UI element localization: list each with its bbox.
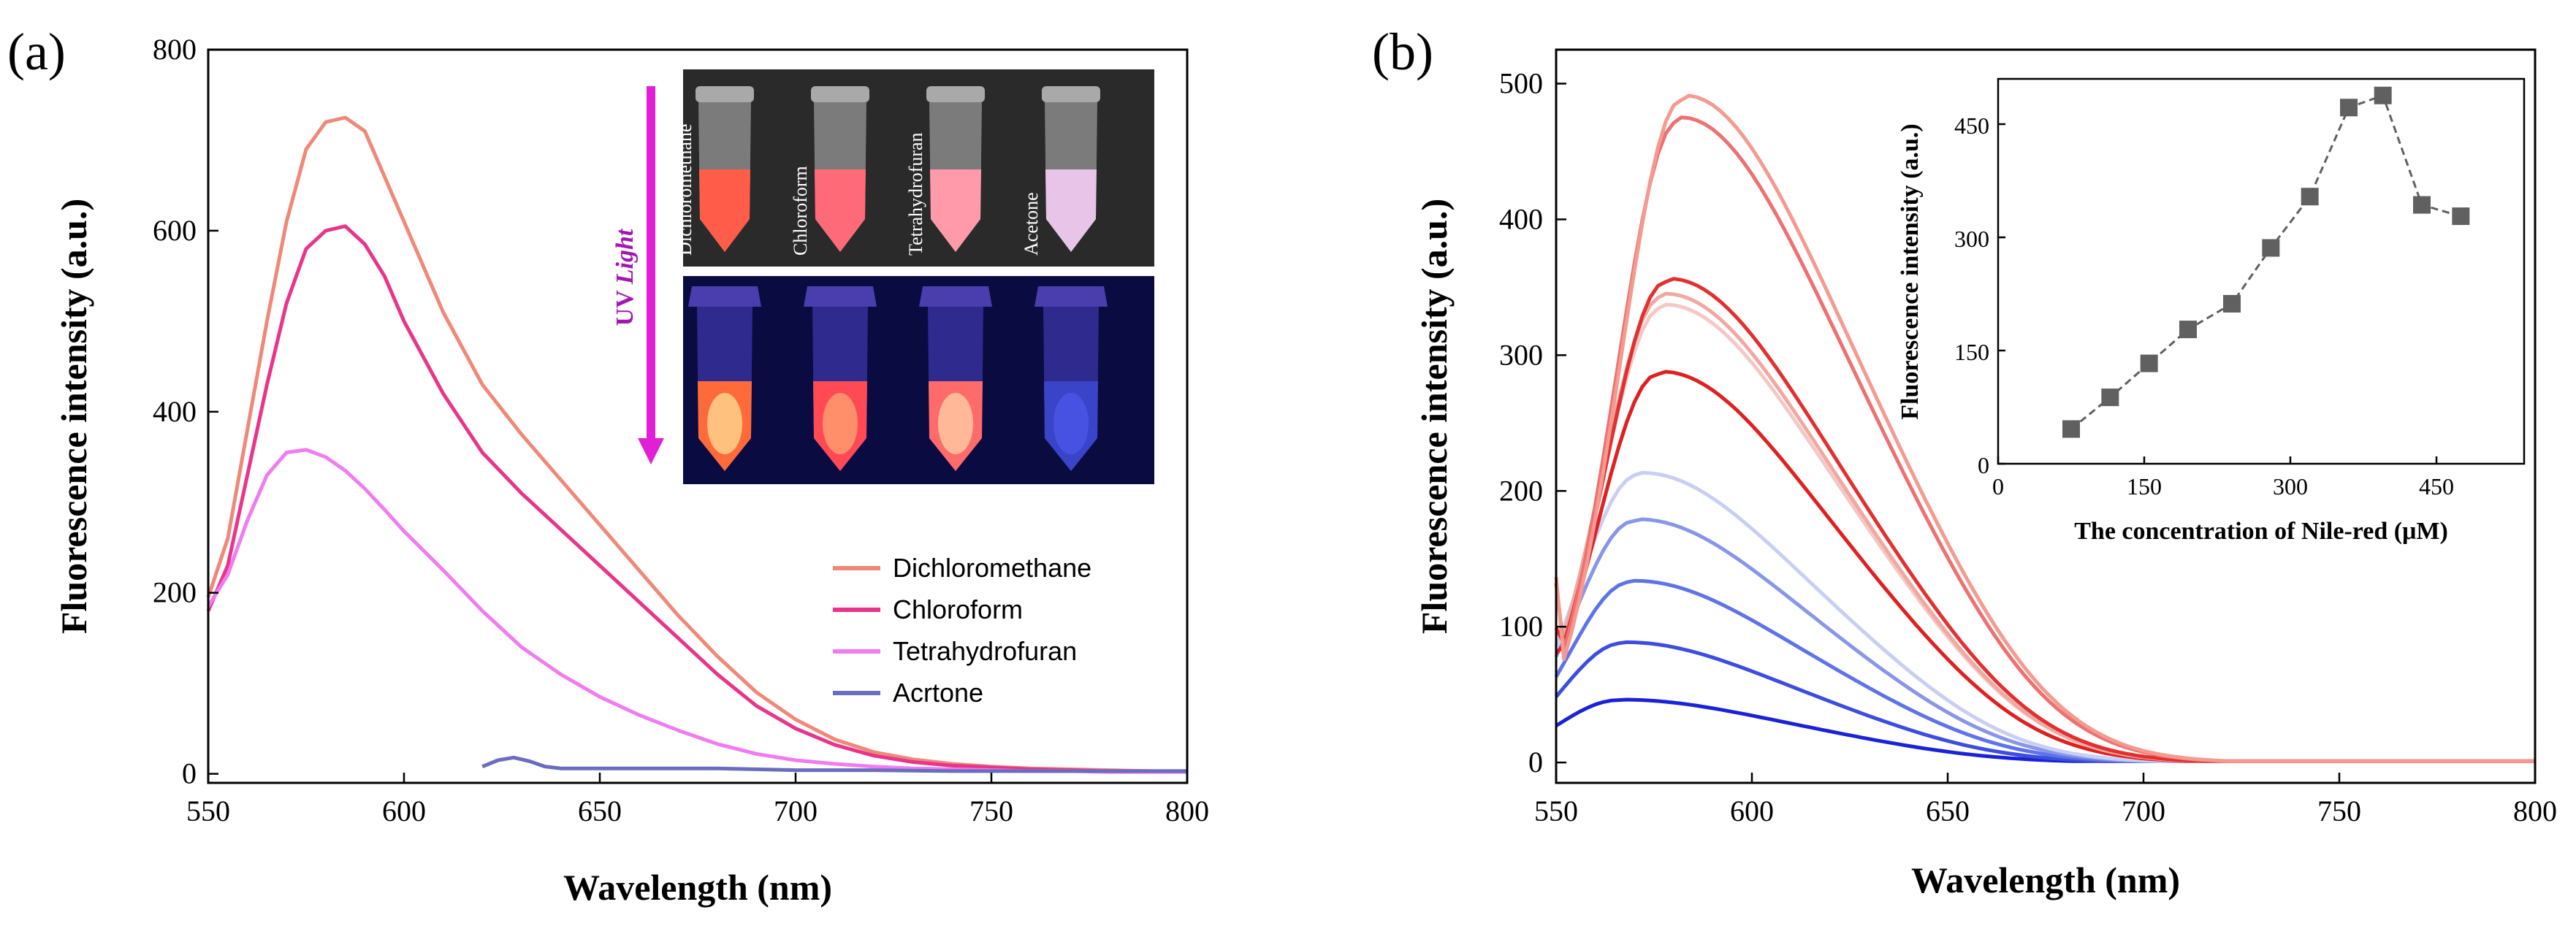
panel-b-ytick-label: 500 xyxy=(1499,66,1543,99)
vial-cap-day xyxy=(696,86,754,102)
series-line-475-μM xyxy=(1554,93,2535,763)
vial-label: Chloroform xyxy=(790,166,811,256)
inset-data-point xyxy=(2374,86,2392,104)
vials-photo: Dichloromethane Chloroform Tetrahydrofuran… xyxy=(674,69,1154,484)
inset-xtick-label: 150 xyxy=(2127,473,2162,500)
vial-cap-day xyxy=(811,86,869,102)
panel-b-xtick-label: 750 xyxy=(2317,795,2361,827)
vial-cap-day xyxy=(1042,86,1100,102)
vial-cap-uv xyxy=(1034,286,1108,307)
panel-a-xtick-label: 800 xyxy=(1165,795,1209,827)
panel-b-chart: 550 600 650 700 750 800 0 100 200 300 400 500 Wavel… xyxy=(1414,48,2557,900)
panel-b-ylabel: Fluorescence intensity (a.u.) xyxy=(1414,199,1455,634)
panel-a-label: (a) xyxy=(7,23,66,81)
uv-arrow-label: UV Light xyxy=(611,228,639,326)
legend-label-dichloromethane: Dichloromethane xyxy=(893,553,1091,583)
panel-a-ytick-label: 200 xyxy=(153,576,197,609)
inset-data-point xyxy=(2223,294,2241,313)
panel-a-xtick-label: 550 xyxy=(186,795,230,827)
panel-b-ytick-label: 200 xyxy=(1499,474,1543,507)
legend-label-tetrahydrofuran: Tetrahydrofuran xyxy=(893,636,1077,666)
inset-xtick-label: 300 xyxy=(2273,473,2308,500)
panel-a-ytick-label: 0 xyxy=(182,757,197,790)
inset-xtick-label: 0 xyxy=(1992,473,2004,500)
panel-b-ytick-label: 0 xyxy=(1528,746,1543,778)
series-line-acrtone xyxy=(481,755,1187,773)
panel-b-ytick-label: 400 xyxy=(1499,202,1543,235)
uv-arrow-label-normal: UV xyxy=(611,290,639,326)
vial-label: Tetrahydrofuran xyxy=(905,132,926,256)
inset-data-point xyxy=(2452,207,2470,226)
inset-data-point xyxy=(2140,354,2158,372)
inset-ylabel: Fluorescence intensity (a.u.) xyxy=(1897,123,1924,419)
panel-a-frame xyxy=(207,48,1189,784)
vial-cap-uv xyxy=(804,286,877,307)
panel-a-ytick-label: 800 xyxy=(153,33,197,66)
panel-b-xtick-label: 650 xyxy=(1926,795,1970,827)
vial-cap-day xyxy=(926,86,985,102)
vial-liquid-uv xyxy=(707,393,742,454)
panel-b-inset: 0 150 300 450 0 150 300 450 The concentration o… xyxy=(1897,77,2526,545)
inset-ytick-label: 150 xyxy=(1954,339,1989,365)
inset-ytick-label: 450 xyxy=(1954,112,1989,139)
panel-a-xtick-label: 750 xyxy=(969,795,1013,827)
panel-a-ylabel: Fluorescence intensity (a.u.) xyxy=(53,199,94,634)
inset-data-point xyxy=(2301,188,2319,206)
vial-liquid-day xyxy=(1045,169,1097,252)
panel-b-xlabel: Wavelength (nm) xyxy=(1911,860,2180,900)
uv-light-arrow: UV Light xyxy=(611,86,664,464)
panel-a-ytick-label: 600 xyxy=(153,214,197,247)
inset-ytick-label: 0 xyxy=(1978,452,1989,478)
vial-label: Acetone xyxy=(1021,192,1042,256)
vial-liquid-uv xyxy=(938,393,973,454)
series-line-chloroform xyxy=(206,224,1188,774)
series-line-tetrahydrofuran xyxy=(206,448,1187,774)
series-line-115-μM xyxy=(1555,640,2535,763)
panel-b-xtick-label: 600 xyxy=(1730,795,1774,827)
vial-liquid-day xyxy=(930,169,981,252)
panel-b-label: (b) xyxy=(1372,23,1433,81)
panel-b-frame xyxy=(1555,48,2537,784)
panel-a-xtick-label: 600 xyxy=(382,795,426,827)
inset-data-point xyxy=(2340,99,2358,117)
inset-data-point xyxy=(2179,321,2197,339)
legend-label-acrtone: Acrtone xyxy=(893,678,983,708)
legend-label-chloroform: Chloroform xyxy=(893,594,1023,624)
inset-data-point xyxy=(2262,239,2280,257)
vial-cap-uv xyxy=(688,286,761,307)
vial-liquid-uv xyxy=(823,393,858,454)
panel-b-ytick-label: 100 xyxy=(1499,610,1543,643)
inset-xtick-label: 450 xyxy=(2419,473,2454,500)
panel-a-xtick-label: 650 xyxy=(578,795,622,827)
vial-liquid-uv xyxy=(1053,393,1089,454)
vial-label: Dichloromethane xyxy=(674,124,696,256)
panel-b-ytick-label: 300 xyxy=(1499,338,1543,371)
panel-b-xtick-label: 550 xyxy=(1534,795,1578,827)
panel-a-chart: 550 600 650 700 750 800 0 200 400 600 800 Waveleng… xyxy=(53,33,1209,908)
inset-ytick-label: 300 xyxy=(1954,226,1989,252)
inset-data-point xyxy=(2062,420,2080,438)
inset-data-point xyxy=(2101,389,2119,407)
vial-liquid-day xyxy=(699,169,750,252)
inset-xlabel: The concentration of Nile-red (μM) xyxy=(2074,518,2448,545)
uv-arrow-head xyxy=(638,438,664,464)
series-line-240-μM xyxy=(1554,470,2535,763)
uv-arrow-label-italic: Light xyxy=(611,228,639,285)
panel-b-xtick-label: 700 xyxy=(2122,795,2165,827)
panel-b-xtick-label: 800 xyxy=(2513,795,2557,827)
inset-data-point xyxy=(2413,196,2431,214)
inset-frame xyxy=(1997,77,2526,465)
panel-a-ytick-label: 400 xyxy=(153,395,197,428)
panel-a-legend: Dichloromethane Chloroform Tetrahydrofuran… xyxy=(833,553,1091,708)
panel-a-xtick-label: 700 xyxy=(774,795,818,827)
vial-liquid-day xyxy=(815,169,866,252)
vial-cap-uv xyxy=(919,286,992,307)
panel-a-xlabel: Wavelength (nm) xyxy=(563,867,832,908)
